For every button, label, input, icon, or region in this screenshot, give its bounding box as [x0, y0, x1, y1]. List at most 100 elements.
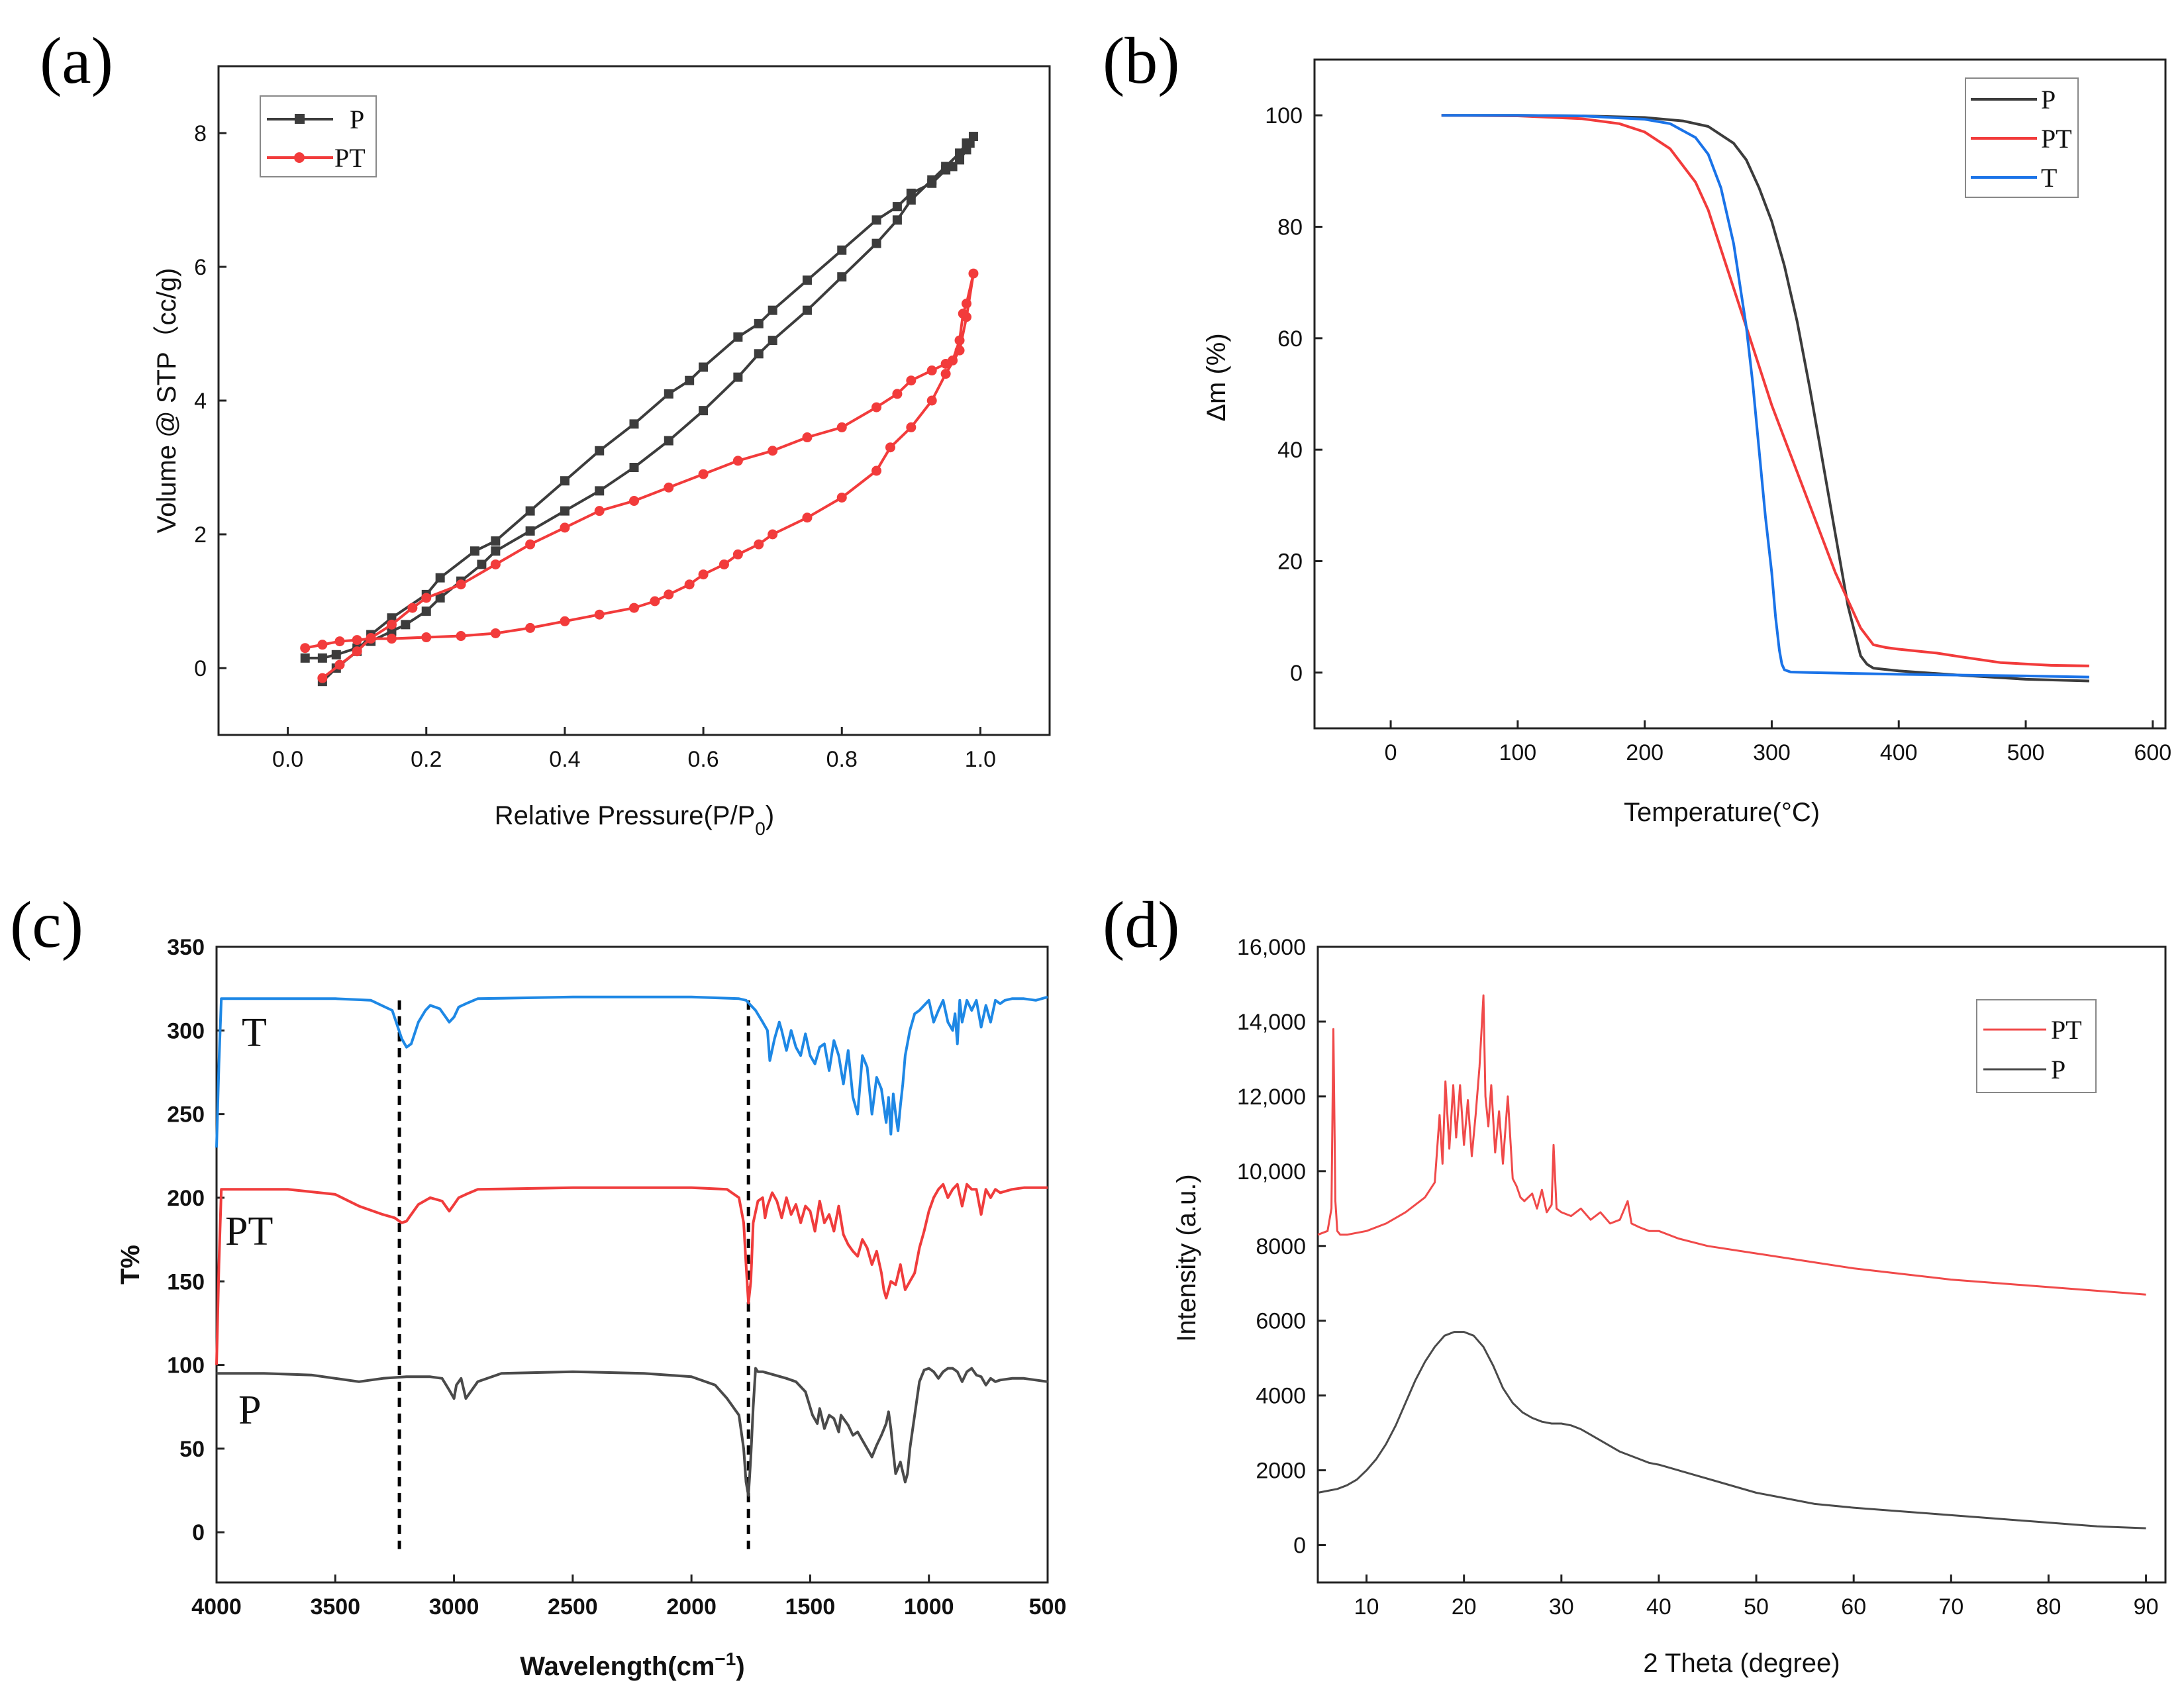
y-tick-label-c-0: 0 — [192, 1520, 205, 1545]
data-point-a-PT-33 — [954, 335, 965, 346]
legend-box-a — [260, 95, 377, 177]
data-point-a-PT-31 — [962, 299, 971, 309]
x-tick-label-a-0: 0.0 — [272, 747, 303, 772]
data-point-a-PT-5 — [386, 634, 397, 644]
y-tick-label-c-3: 150 — [167, 1269, 205, 1294]
data-point-a-PT-14 — [664, 589, 674, 600]
data-point-a-P-47 — [664, 389, 673, 399]
data-point-a-PT-12 — [629, 603, 639, 613]
x-axis-title-c: Wavelength(cm−1) — [520, 1649, 744, 1682]
series-line-c-T — [215, 995, 1048, 1148]
x-tick-label-d-2: 30 — [1549, 1594, 1574, 1620]
data-point-a-PT-38 — [892, 389, 903, 399]
y-tick-label-a-1: 2 — [194, 522, 207, 548]
y-axis-title-c: T% — [116, 1245, 145, 1285]
data-point-a-PT-56 — [352, 646, 362, 657]
legend-label-T-b: T — [2041, 163, 2057, 193]
data-point-a-P-12 — [525, 526, 535, 536]
curve-label-T: T — [242, 1010, 267, 1055]
data-point-a-PT-6 — [421, 632, 432, 643]
data-point-a-PT-1 — [317, 640, 328, 650]
x-tick-label-c-1: 3500 — [310, 1594, 360, 1620]
y-tick-label-d-4: 8000 — [1256, 1234, 1306, 1259]
x-tick-label-d-6: 70 — [1938, 1594, 1963, 1620]
x-tick-label-d-8: 90 — [2134, 1594, 2159, 1620]
y-tick-label-d-0: 0 — [1293, 1533, 1306, 1559]
y-tick-label-c-7: 350 — [167, 935, 205, 960]
x-tick-label-b-0: 0 — [1385, 740, 1397, 765]
data-point-a-PT-35 — [940, 358, 951, 369]
panel-a-isotherm-chart: (a) 0.0 0.2 0.4 0.6 0.8 1.0 0 2 4 6 8 P PT Relativ… — [40, 24, 1051, 839]
data-point-a-P-44 — [733, 332, 743, 342]
data-point-a-PT-17 — [719, 559, 729, 569]
data-point-a-PT-54 — [386, 619, 397, 630]
data-point-a-P-18 — [733, 372, 743, 382]
x-tick-label-d-1: 20 — [1452, 1594, 1477, 1620]
x-tick-label-c-2: 3000 — [429, 1594, 479, 1620]
data-point-a-PT-0 — [300, 643, 311, 654]
data-point-a-PT-51 — [456, 579, 466, 590]
data-point-a-P-14 — [595, 486, 605, 496]
y-tick-label-d-6: 12,000 — [1237, 1085, 1306, 1110]
data-point-a-PT-37 — [906, 375, 917, 386]
x-tick-label-d-0: 10 — [1354, 1594, 1379, 1620]
y-tick-label-c-5: 250 — [167, 1102, 205, 1128]
series-d — [1317, 994, 2146, 1529]
data-point-a-P-43 — [754, 318, 764, 328]
data-point-a-PT-22 — [836, 492, 847, 503]
data-point-a-PT-32 — [958, 309, 968, 319]
y-tick-label-a-3: 6 — [194, 255, 207, 280]
data-point-a-PT-26 — [926, 395, 937, 406]
data-point-a-PT-44 — [698, 469, 709, 479]
series-line-b-PT — [1441, 114, 2089, 667]
legend-label-PT-d: PT — [2051, 1015, 2082, 1045]
data-point-a-P-7 — [421, 606, 431, 616]
series-c — [215, 995, 1048, 1497]
data-point-a-P-45 — [699, 362, 709, 372]
x-axis-title-d: 2 Theta (degree) — [1643, 1649, 1840, 1678]
data-point-a-P-13 — [560, 506, 570, 516]
x-tick-label-c-6: 1000 — [904, 1594, 954, 1620]
y-axis-title-d: Intensity (a.u.) — [1172, 1174, 1201, 1341]
data-point-a-PT-3 — [352, 635, 362, 646]
y-tick-label-a-0: 0 — [194, 656, 207, 681]
data-point-a-PT-13 — [650, 596, 660, 606]
data-point-a-PT-40 — [836, 422, 847, 432]
data-point-a-PT-49 — [525, 539, 536, 550]
x-axis-title-end-a: ) — [766, 801, 774, 830]
data-point-a-PT-36 — [926, 365, 937, 376]
data-point-a-PT-27 — [940, 369, 951, 379]
data-point-a-P-48 — [629, 419, 639, 429]
data-point-a-PT-45 — [664, 482, 674, 493]
legend-a: P PT — [260, 95, 377, 177]
series-line-d-PT — [1317, 994, 2146, 1296]
data-point-a-P-36 — [927, 178, 937, 188]
y-tick-label-d-3: 6000 — [1256, 1309, 1306, 1334]
data-point-a-P-0 — [300, 653, 310, 663]
x-axis-title-main-c: Wavelength(cm — [520, 1652, 715, 1681]
data-point-a-P-46 — [685, 375, 695, 385]
series-line-d-P — [1317, 1331, 2146, 1529]
x-tick-label-c-3: 2500 — [548, 1594, 598, 1620]
x-tick-label-a-2: 0.4 — [549, 747, 580, 772]
data-point-a-P-39 — [871, 215, 881, 225]
x-tick-label-b-4: 400 — [1880, 740, 1918, 765]
y-tick-label-a-2: 4 — [194, 389, 207, 414]
y-tick-label-b-5: 100 — [1265, 103, 1303, 128]
data-point-a-PT-48 — [560, 522, 570, 533]
x-axis-title-end-c: ) — [736, 1652, 744, 1681]
series-line-c-PT — [215, 1183, 1048, 1365]
x-tick-label-a-1: 0.2 — [411, 747, 442, 772]
data-point-a-PT-42 — [768, 446, 778, 456]
data-point-a-PT-7 — [456, 631, 466, 642]
data-point-a-PT-19 — [754, 539, 764, 550]
data-point-a-P-8 — [435, 593, 445, 603]
curve-label-P: P — [238, 1388, 261, 1433]
data-point-a-P-53 — [470, 546, 479, 556]
data-point-a-PT-53 — [407, 603, 418, 613]
x-axis-title-b: Temperature(°C) — [1624, 798, 1820, 827]
data-point-a-P-50 — [560, 476, 570, 486]
x-tick-label-c-5: 1500 — [785, 1594, 836, 1620]
series-b — [1441, 114, 2089, 683]
